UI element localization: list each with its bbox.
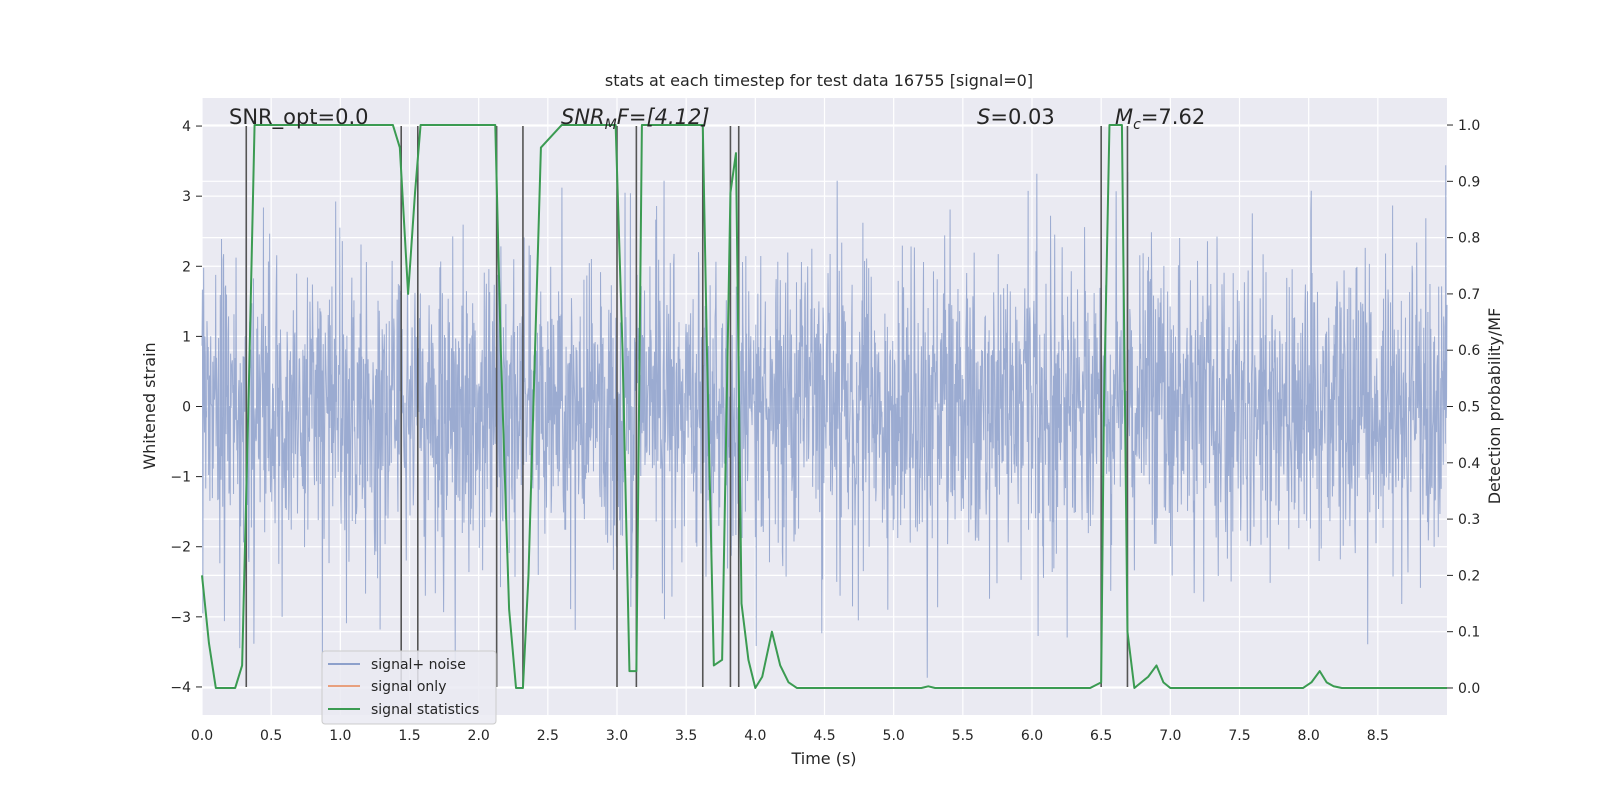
y2-axis-label: Detection probability/MF	[1485, 308, 1504, 505]
x-tick-label-13: 6.5	[1090, 728, 1112, 744]
mc-main: M	[1115, 105, 1133, 129]
y2-tick-label-2: 0.2	[1458, 568, 1480, 584]
snr-mf-rest: F=[4.12]	[617, 105, 710, 129]
y2-tick-label-5: 0.5	[1458, 400, 1480, 416]
annotation-s: S=0.03	[977, 105, 1055, 129]
signal-statistics-line	[201, 124, 1447, 689]
y-tick-label-7: 3	[182, 189, 191, 205]
y-tick-label-5: 1	[182, 329, 191, 345]
x-axis-ticks: 0.0 0.5 1.0 1.5 2.0 2.5 3.0 3.5 4.0 4.5 5.0 5.5 6.0 6…	[191, 728, 1389, 744]
annotation-mc: Mc=7.62	[1115, 105, 1205, 133]
legend-box	[321, 650, 497, 725]
x-tick-label-1: 0.5	[260, 728, 282, 744]
legend: signal+ noise signal only signal statist…	[321, 650, 497, 725]
legend-label-signal-plus-noise: signal+ noise	[371, 657, 466, 673]
y2-tick-label-0: 0.0	[1458, 681, 1480, 697]
x-tick-label-2: 1.0	[329, 728, 351, 744]
mc-sub: c	[1133, 117, 1141, 133]
x-tick-label-10: 5.0	[883, 728, 905, 744]
y-tick-label-6: 2	[182, 259, 191, 275]
y-tick-label-4: 0	[182, 400, 191, 416]
legend-label-signal-statistics: signal statistics	[371, 702, 479, 718]
x-tick-label-9: 4.5	[813, 728, 835, 744]
s-rest: =0.03	[990, 105, 1054, 129]
series-signal-statistics	[201, 124, 1447, 689]
y-tick-label-8: 4	[182, 119, 191, 135]
x-tick-label-8: 4.0	[744, 728, 766, 744]
y-tick-label-0: −4	[170, 680, 191, 696]
y2-tick-label-4: 0.4	[1458, 456, 1480, 472]
noise-line	[201, 165, 1448, 678]
x-tick-label-14: 7.0	[1159, 728, 1181, 744]
y2-tick-label-10: 1.0	[1458, 118, 1480, 134]
x-tick-label-6: 3.0	[606, 728, 628, 744]
y2-tick-label-6: 0.6	[1458, 343, 1480, 359]
snr-mf-sub: M	[605, 117, 617, 133]
x-tick-label-15: 7.5	[1228, 728, 1250, 744]
x-tick-label-12: 6.0	[1021, 728, 1043, 744]
mc-rest: =7.62	[1141, 105, 1205, 129]
x-tick-label-5: 2.5	[537, 728, 559, 744]
y-tick-label-3: −1	[170, 470, 191, 486]
y2-tick-label-1: 0.1	[1458, 625, 1480, 641]
y-tick-label-2: −2	[170, 540, 191, 556]
x-tick-label-11: 5.5	[952, 728, 974, 744]
annotation-snr-mf: SNRMF=[4.12]	[561, 105, 710, 133]
x-tick-label-17: 8.5	[1367, 728, 1389, 744]
x-tick-label-4: 2.0	[468, 728, 490, 744]
y-tick-label-1: −3	[170, 610, 191, 626]
y2-tick-label-7: 0.7	[1458, 287, 1480, 303]
legend-label-signal-only: signal only	[371, 679, 446, 695]
x-tick-label-0: 0.0	[191, 728, 213, 744]
y-axis-ticks: −4 −3 −2 −1 0 1 2 3 4	[170, 119, 202, 696]
x-axis-label: Time (s)	[790, 749, 856, 768]
x-tick-label-16: 8.0	[1298, 728, 1320, 744]
y-axis-label: Whitened strain	[140, 342, 159, 469]
x-tick-label-3: 1.5	[398, 728, 420, 744]
s-main: S	[977, 105, 990, 129]
y2-tick-label-3: 0.3	[1458, 512, 1480, 528]
chart-title: stats at each timestep for test data 167…	[605, 71, 1033, 90]
series-signal-plus-noise	[201, 165, 1448, 678]
y2-axis-ticks: 0.0 0.1 0.2 0.3 0.4 0.5 0.6 0.7 0.8 0.9 1.0	[1447, 118, 1480, 697]
y2-tick-label-9: 0.9	[1458, 174, 1480, 190]
y2-tick-label-8: 0.8	[1458, 231, 1480, 247]
snr-mf-main: SNR	[561, 105, 605, 129]
annotation-snr-opt: SNR_opt=0.0	[229, 105, 369, 130]
x-tick-label-7: 3.5	[675, 728, 697, 744]
